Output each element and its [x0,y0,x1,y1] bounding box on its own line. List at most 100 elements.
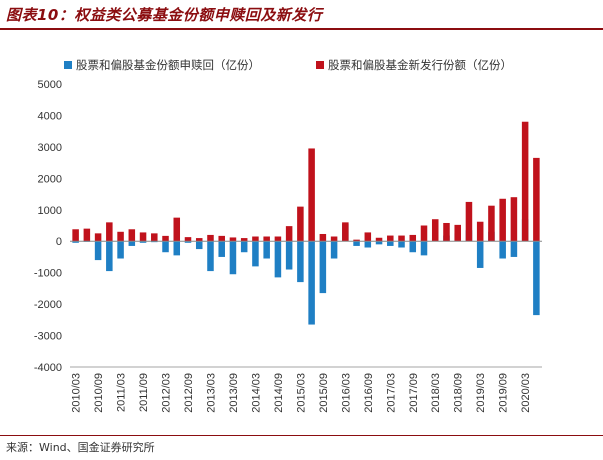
bar-issuance-2011/03 [117,231,124,242]
chart-title: 图表10：权益类公募基金份额申赎回及新发行 [6,6,323,24]
bar-redemption-2017/03 [387,241,394,246]
source-note: 来源：Wind、国金证券研究所 [6,441,155,454]
title-rule [0,28,603,30]
x-tick-label: 2019/09 [498,373,510,413]
bar-redemption-2013/12 [240,241,248,253]
y-tick-label: -3000 [34,331,62,343]
bar-issuance-2017/03 [387,235,394,242]
y-tick-label: 4000 [38,110,62,122]
bar-redemption-2016/06 [353,241,360,246]
bar-redemption-2019/03 [476,241,484,268]
y-tick-label: 3000 [38,142,62,154]
bar-issuance-2017/09 [409,234,417,242]
bar-redemption-2012/09 [184,241,192,243]
x-axis: 2010/03 2010/09 2011/03 2011/09 2012/03 2012/… [70,240,542,413]
bar-redemption-2016/12 [375,241,383,245]
bar-redemption-2017/12 [420,241,428,256]
bar-issuance-2011/09 [139,232,147,242]
bar-redemption-2011/03 [117,241,124,259]
bar-issuance-2013/09 [229,237,237,242]
x-tick-label: 2017/09 [408,373,420,413]
legend: 股票和偏股基金份额申赎回（亿份） 股票和偏股基金新发行份额（亿份） [64,58,512,72]
bar-issuance-2017/12 [420,225,428,242]
bar-redemption-2014/03 [252,241,259,267]
chart-canvas: 股票和偏股基金份额申赎回（亿份） 股票和偏股基金新发行份额（亿份） -4000-… [34,58,542,413]
bar-issuance-2014/03 [252,236,259,242]
bar-redemption-2015/06 [308,241,315,325]
bar-issuance-2015/12 [330,236,338,242]
bar-redemption-2010/12 [106,241,113,272]
bar-issuance-2019/09 [499,198,506,242]
x-tick-label: 2013/09 [228,373,240,413]
x-tick-label: 2010/03 [71,373,83,413]
bar-redemption-2014/06 [263,241,270,259]
bar-issuance-2013/12 [240,238,248,242]
bar-issuance-2012/09 [184,237,192,242]
bar-issuance-2019/03 [476,221,484,242]
y-tick-label: 1000 [38,205,62,217]
bar-redemption-2014/09 [274,241,282,278]
x-tick-label: 2013/03 [205,373,217,413]
bar-issuance-2011/12 [151,233,158,242]
bar-issuance-2010/12 [106,222,113,242]
x-tick-label: 2011/03 [116,373,128,412]
bar-redemption-2016/09 [364,241,372,248]
y-tick-label: 2000 [38,173,62,185]
bar-issuance-2020/03 [521,121,529,242]
bar-redemption-2010/09 [94,241,102,261]
bar-issuance-2018/09 [454,224,461,242]
bar-issuance-2014/09 [274,236,282,242]
x-tick-label: 2018/09 [453,373,465,413]
bar-issuance-2015/03 [297,206,304,242]
bar-issuance-2016/12 [375,237,383,242]
x-tick-label: 2016/09 [363,373,375,413]
bar-issuance-2019/06 [488,205,495,242]
y-tick-label: -1000 [34,268,62,280]
bar-redemption-2011/09 [139,241,147,243]
bar-issuance-2020/06 [533,157,540,242]
bar-issuance-2018/06 [443,222,450,242]
x-tick-label: 2014/03 [250,373,262,413]
bar-redemption-2017/09 [409,241,417,253]
legend-swatch-issuance [316,61,324,69]
bar-issuance-2013/03 [207,234,214,242]
legend-label-redemption: 股票和偏股基金份额申赎回（亿份） [76,58,260,72]
x-tick-label: 2018/03 [430,373,442,413]
bar-issuance-2015/09 [319,233,327,242]
y-tick-label: 5000 [38,79,62,91]
bar-issuance-2014/06 [263,236,270,242]
bar-redemption-2013/03 [207,241,214,272]
x-tick-label: 2012/09 [183,373,195,413]
bar-issuance-2013/06 [218,235,225,242]
bar-issuance-2010/06 [83,228,91,242]
y-tick-label: -2000 [34,299,62,311]
x-tick-label: 2012/03 [161,373,173,413]
bar-issuance-2012/03 [162,235,169,242]
bar-redemption-2014/12 [285,241,293,270]
bar-issuance-2018/03 [431,219,439,242]
bar-issuance-2016/09 [364,232,372,242]
bar-redemption-2010/03 [72,241,79,243]
bar-issuance-2019/12 [510,197,518,242]
bar-redemption-2012/06 [173,241,181,256]
bar-issuance-2016/06 [353,239,360,242]
x-tick-label: 2015/03 [295,373,307,413]
bar-redemption-2020/06 [533,241,540,316]
bar-issuance-2012/12 [195,238,203,242]
bar-redemption-2015/09 [319,241,327,294]
y-tick-label: 0 [56,236,62,248]
legend-label-issuance: 股票和偏股基金新发行份额（亿份） [328,58,512,72]
y-axis: -4000 -3000 -2000 -1000 0 1000 2000 3000 4000 500… [34,79,62,374]
x-tick-label: 2020/03 [520,373,532,413]
bars [72,121,540,325]
x-tick-label: 2014/09 [273,373,285,413]
bar-issuance-2012/06 [173,217,181,242]
bar-redemption-2012/03 [162,241,169,253]
bar-redemption-2013/09 [229,241,237,275]
bar-issuance-2010/09 [94,233,102,242]
bar-issuance-2018/12 [465,201,473,242]
footer-rule [0,435,603,436]
bar-redemption-2015/12 [330,241,338,259]
y-tick-label: -4000 [34,362,62,374]
x-tick-label: 2011/09 [138,373,150,412]
